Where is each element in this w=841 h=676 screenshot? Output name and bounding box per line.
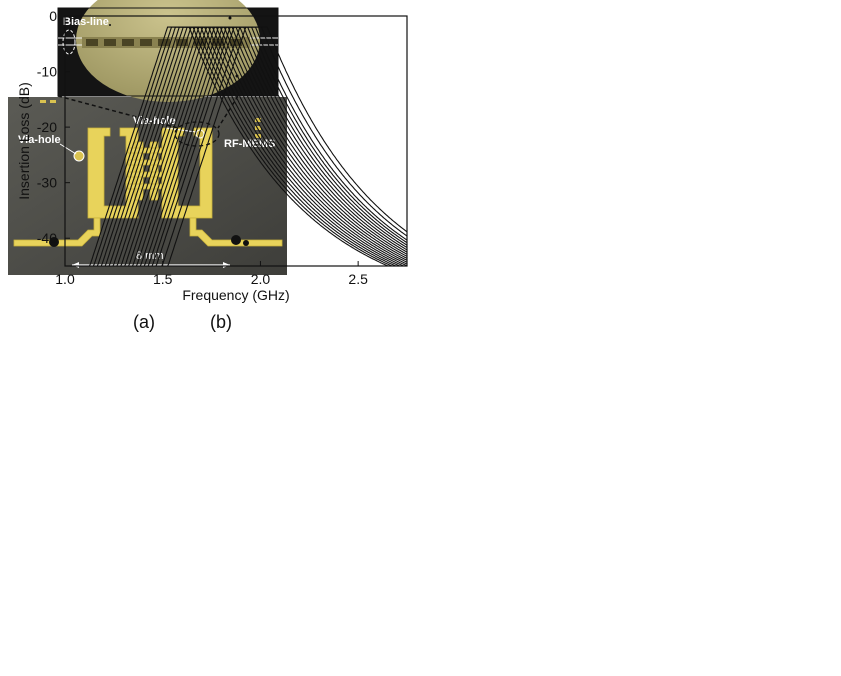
zoom-line-right (217, 95, 239, 129)
y-tick-label: 0 (49, 8, 57, 24)
chart-series-group (65, 26, 408, 267)
x-tick-label: 2.5 (348, 271, 368, 287)
inset-bias-line-ellipse (62, 29, 76, 55)
y-tick-label: -40 (37, 230, 57, 246)
x-tick-label: 1.5 (153, 271, 173, 287)
series-line-18 (65, 26, 408, 267)
series-line-5 (65, 26, 407, 267)
series-line-3 (65, 26, 407, 267)
caption-a: (a) (133, 312, 155, 332)
zoom-region-ellipse (174, 121, 220, 147)
chart-ticks-group: 1.0 1.5 2.0 2.5 0 -10 -20 -30 -40 (37, 8, 368, 287)
series-line-12 (65, 26, 408, 267)
y-tick-label: -20 (37, 119, 57, 135)
left-connector-pin (49, 237, 59, 247)
series-line-15 (65, 26, 408, 267)
y-axis-label: Insertion Loss (dB) (16, 82, 32, 200)
series-line-16 (65, 26, 408, 267)
x-tick-label: 2.0 (251, 271, 271, 287)
series-line-19 (65, 26, 408, 267)
series-line-2 (65, 26, 407, 267)
series-line-6 (65, 26, 408, 267)
label-bias-line: Bias-line (63, 16, 109, 28)
y-tick-label: -30 (37, 175, 57, 191)
right-connector-pin (231, 235, 241, 245)
series-line-1 (65, 26, 407, 267)
series-line-17 (65, 26, 408, 267)
insertion-loss-chart: 1.0 1.5 2.0 2.5 0 -10 -20 -30 -40 Frequency (GHz… (16, 8, 408, 303)
series-line-7 (65, 26, 408, 267)
series-line-9 (65, 26, 408, 267)
series-line-14 (65, 26, 408, 267)
label-rf-mems: RF-MEMS (224, 138, 275, 150)
series-line-8 (65, 26, 408, 267)
series-line-13 (65, 26, 408, 267)
figure-b: 1.0 1.5 2.0 2.5 0 -10 -20 -30 -40 Frequency (GHz… (0, 8, 411, 676)
y-tick-label: -10 (37, 64, 57, 80)
series-line-20 (65, 26, 408, 267)
label-via-hole-left: Via-hole (18, 134, 61, 146)
series-line-10 (65, 26, 408, 267)
x-tick-label: 1.0 (55, 271, 75, 287)
series-line-4 (65, 26, 407, 267)
x-axis-label: Frequency (GHz) (182, 287, 289, 303)
caption-b: (b) (210, 312, 232, 332)
via-hole-left-marker (73, 150, 85, 162)
plot-frame (64, 15, 408, 267)
series-line-11 (65, 26, 408, 267)
